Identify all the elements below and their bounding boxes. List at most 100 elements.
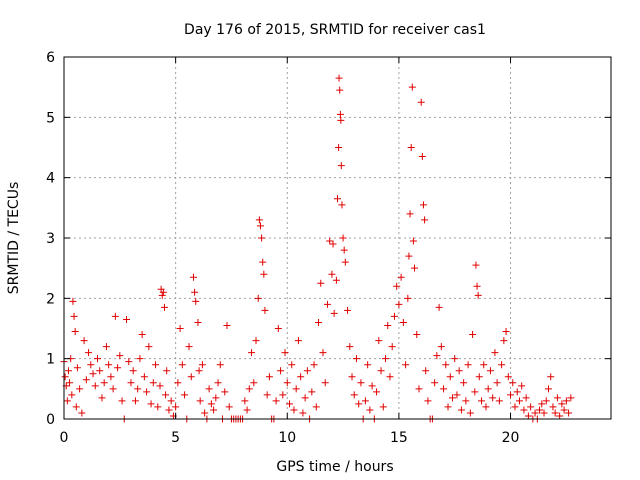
data-point (417, 98, 425, 106)
data-point (542, 397, 550, 405)
data-point (393, 282, 401, 290)
data-point (195, 367, 203, 375)
data-point (315, 318, 323, 326)
data-point (451, 355, 459, 363)
data-point (504, 373, 512, 381)
data-point (241, 397, 249, 405)
data-point (384, 321, 392, 329)
data-point (355, 400, 363, 408)
data-point (152, 361, 160, 369)
data-point (288, 361, 296, 369)
data-point (404, 294, 412, 302)
data-point (509, 379, 517, 387)
data-point (281, 349, 289, 357)
data-point (437, 343, 445, 351)
data-point (346, 343, 354, 351)
data-point (474, 291, 482, 299)
data-point (446, 373, 454, 381)
data-point (498, 361, 506, 369)
data-point (138, 331, 146, 339)
data-point (357, 379, 365, 387)
data-point (178, 361, 186, 369)
data-point (198, 361, 206, 369)
y-tick-label: 1 (46, 352, 55, 368)
data-point (72, 403, 80, 411)
data-point (473, 282, 481, 290)
data-point (531, 409, 539, 417)
data-point (310, 361, 318, 369)
data-point (448, 394, 456, 402)
data-point (134, 385, 142, 393)
y-tick-label: 0 (46, 412, 55, 428)
data-point (424, 397, 432, 405)
data-point (109, 385, 117, 393)
data-point (76, 385, 84, 393)
data-point (406, 210, 414, 218)
data-point (520, 406, 528, 414)
data-point (422, 367, 430, 375)
data-point (475, 373, 483, 381)
data-point (68, 391, 76, 399)
data-point (484, 385, 492, 393)
data-point (163, 367, 171, 375)
data-point (419, 201, 427, 209)
data-point (140, 373, 148, 381)
data-point (491, 349, 499, 357)
data-point (361, 397, 369, 405)
data-point (283, 379, 291, 387)
data-point (482, 403, 490, 411)
data-point (556, 412, 564, 420)
data-point (272, 397, 280, 405)
data-point (399, 318, 407, 326)
data-point (243, 406, 251, 414)
data-point (91, 382, 99, 390)
data-point (471, 388, 479, 396)
data-point (225, 403, 233, 411)
data-point (172, 403, 180, 411)
data-point (522, 394, 530, 402)
data-point (527, 403, 535, 411)
data-point (165, 406, 173, 414)
data-point (181, 391, 189, 399)
data-point (560, 406, 568, 414)
data-point (455, 367, 463, 375)
data-point (260, 270, 268, 278)
data-point (453, 391, 461, 399)
data-point (89, 370, 97, 378)
data-point (185, 343, 193, 351)
y-tick-label: 2 (46, 291, 55, 307)
data-point (562, 397, 570, 405)
data-point (312, 403, 320, 411)
data-point (390, 312, 398, 320)
data-point (145, 343, 153, 351)
data-point (71, 328, 79, 336)
data-point (507, 391, 515, 399)
data-point (464, 361, 472, 369)
data-point (111, 312, 119, 320)
data-point (411, 264, 419, 272)
data-point (102, 343, 110, 351)
data-point (431, 379, 439, 387)
data-point (258, 234, 266, 242)
data-point (377, 367, 385, 375)
data-point (321, 379, 329, 387)
data-point (466, 409, 474, 417)
data-point (544, 385, 552, 393)
data-point (405, 252, 413, 260)
data-point (114, 364, 122, 372)
x-tick-label: 0 (60, 430, 69, 446)
data-point (294, 337, 302, 345)
data-point (73, 364, 81, 372)
data-point (382, 355, 390, 363)
data-point (413, 331, 421, 339)
data-point (192, 297, 200, 305)
data-point (61, 373, 69, 381)
data-point (397, 273, 405, 281)
data-point (409, 237, 417, 245)
data-point (308, 388, 316, 396)
data-point (143, 388, 151, 396)
data-point (131, 397, 139, 405)
data-point (292, 385, 300, 393)
grid-layer (64, 57, 611, 419)
